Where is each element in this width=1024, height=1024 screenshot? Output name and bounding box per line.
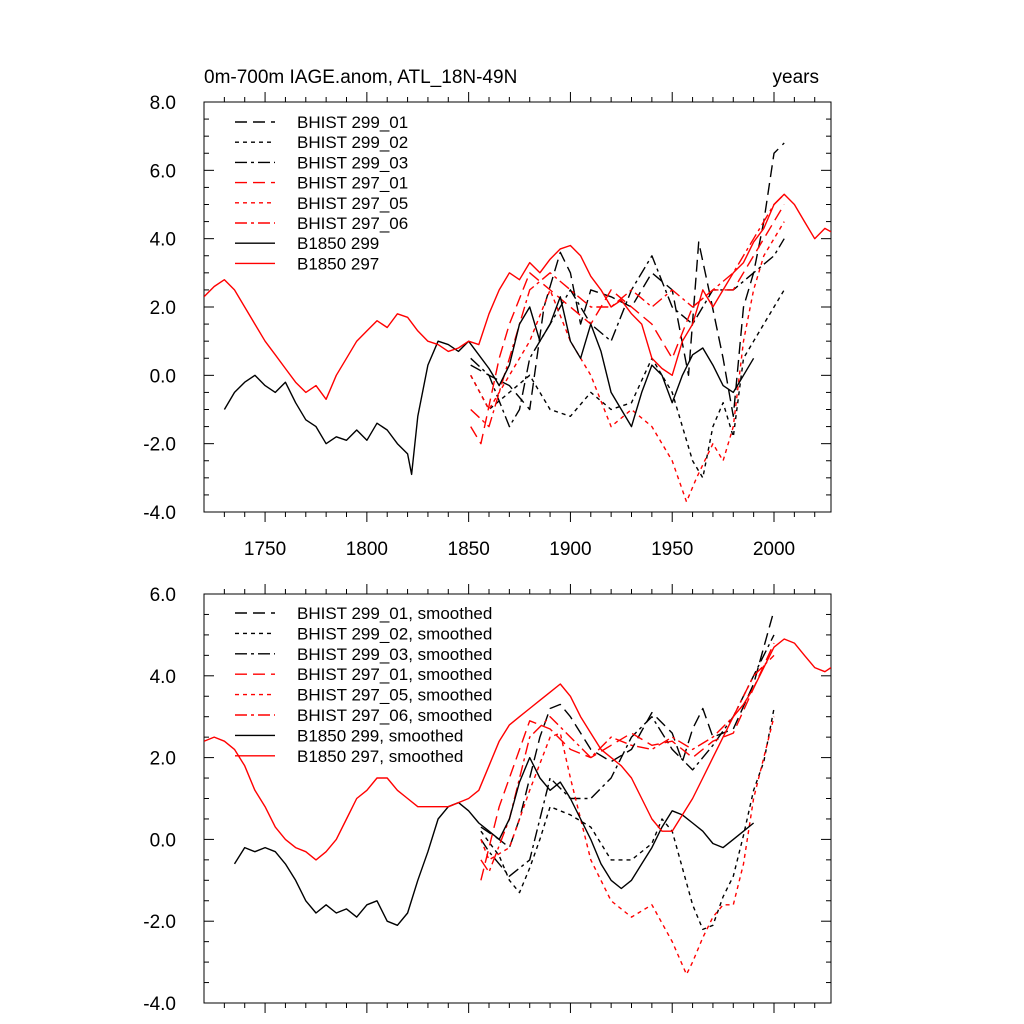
legend-label: BHIST 297_05 [297,194,408,213]
y-tick-label: 2.0 [150,749,176,770]
series-line-7 [204,638,831,861]
series-line-1 [480,708,775,931]
y-tick-label: 6.0 [150,161,176,182]
series-line-5 [470,193,785,428]
x-tick-label: 1950 [651,539,693,560]
legend-label: BHIST 299_02, smoothed [297,624,492,643]
legend-label: BHIST 299_01 [297,113,408,132]
series-line-7 [204,193,831,400]
series-line-2 [480,634,775,877]
series-group [204,142,831,503]
legend-label: BHIST 299_02 [297,133,408,152]
y-tick-label: 0.0 [150,366,176,387]
y-tick-label: 4.0 [150,667,176,688]
legend-label: BHIST 299_03 [297,153,408,172]
legend-label: BHIST 299_01, smoothed [297,604,492,623]
x-tick-label: 1750 [244,539,286,560]
legend-label: BHIST 297_01, smoothed [297,665,492,684]
y-tick-label: 4.0 [150,230,176,251]
legend-label: BHIST 299_03, smoothed [297,645,492,664]
x-tick-label: 1800 [346,539,388,560]
series-line-2 [470,238,785,428]
y-tick-label: -2.0 [143,912,176,933]
legend-label: BHIST 297_06, smoothed [297,706,492,725]
legend-label: B1850 299 [297,234,379,253]
series-line-4 [470,221,785,503]
series-line-3 [480,642,775,881]
x-tick-label: 1900 [549,539,591,560]
legend-label: BHIST 297_01 [297,174,408,193]
y-tick-label: 2.0 [150,298,176,319]
x-tick-label: 2000 [753,539,795,560]
series-line-6 [223,296,755,476]
y-tick-label: 8.0 [150,93,176,114]
series-line-3 [470,204,785,445]
y-tick-label: 0.0 [150,830,176,851]
series-line-0 [470,142,785,417]
y-tick-label: -2.0 [143,435,176,456]
bottom-panel: -4.0 -2.0 0.0 2.0 4.0 6.0 BHIST 299_01, smooth… [143,584,832,1015]
y-tick-label: 6.0 [150,585,176,606]
y-tick-label: -4.0 [143,994,176,1015]
legend-label: B1850 299, smoothed [297,726,463,745]
series-line-5 [480,654,775,873]
series-line-4 [480,716,775,976]
legend-label: BHIST 297_06 [297,214,408,233]
legend-label: BHIST 297_05, smoothed [297,686,492,705]
title-left: 0m-700m IAGE.anom, ATL_18N-49N [204,67,517,88]
series-line-0 [480,610,775,849]
y-tick-label: -4.0 [143,503,176,524]
title-right: years [773,67,819,88]
top-panel: 1750 1800 1850 1900 1950 2000 -4.0 -2.0 0.0 2.0 4.… [143,92,832,560]
legend-label: B1850 297 [297,254,379,273]
series-line-6 [233,756,755,926]
x-tick-label: 1850 [448,539,490,560]
series-group [204,610,831,976]
legend-label: B1850 297, smoothed [297,747,463,766]
series-line-1 [470,289,785,479]
